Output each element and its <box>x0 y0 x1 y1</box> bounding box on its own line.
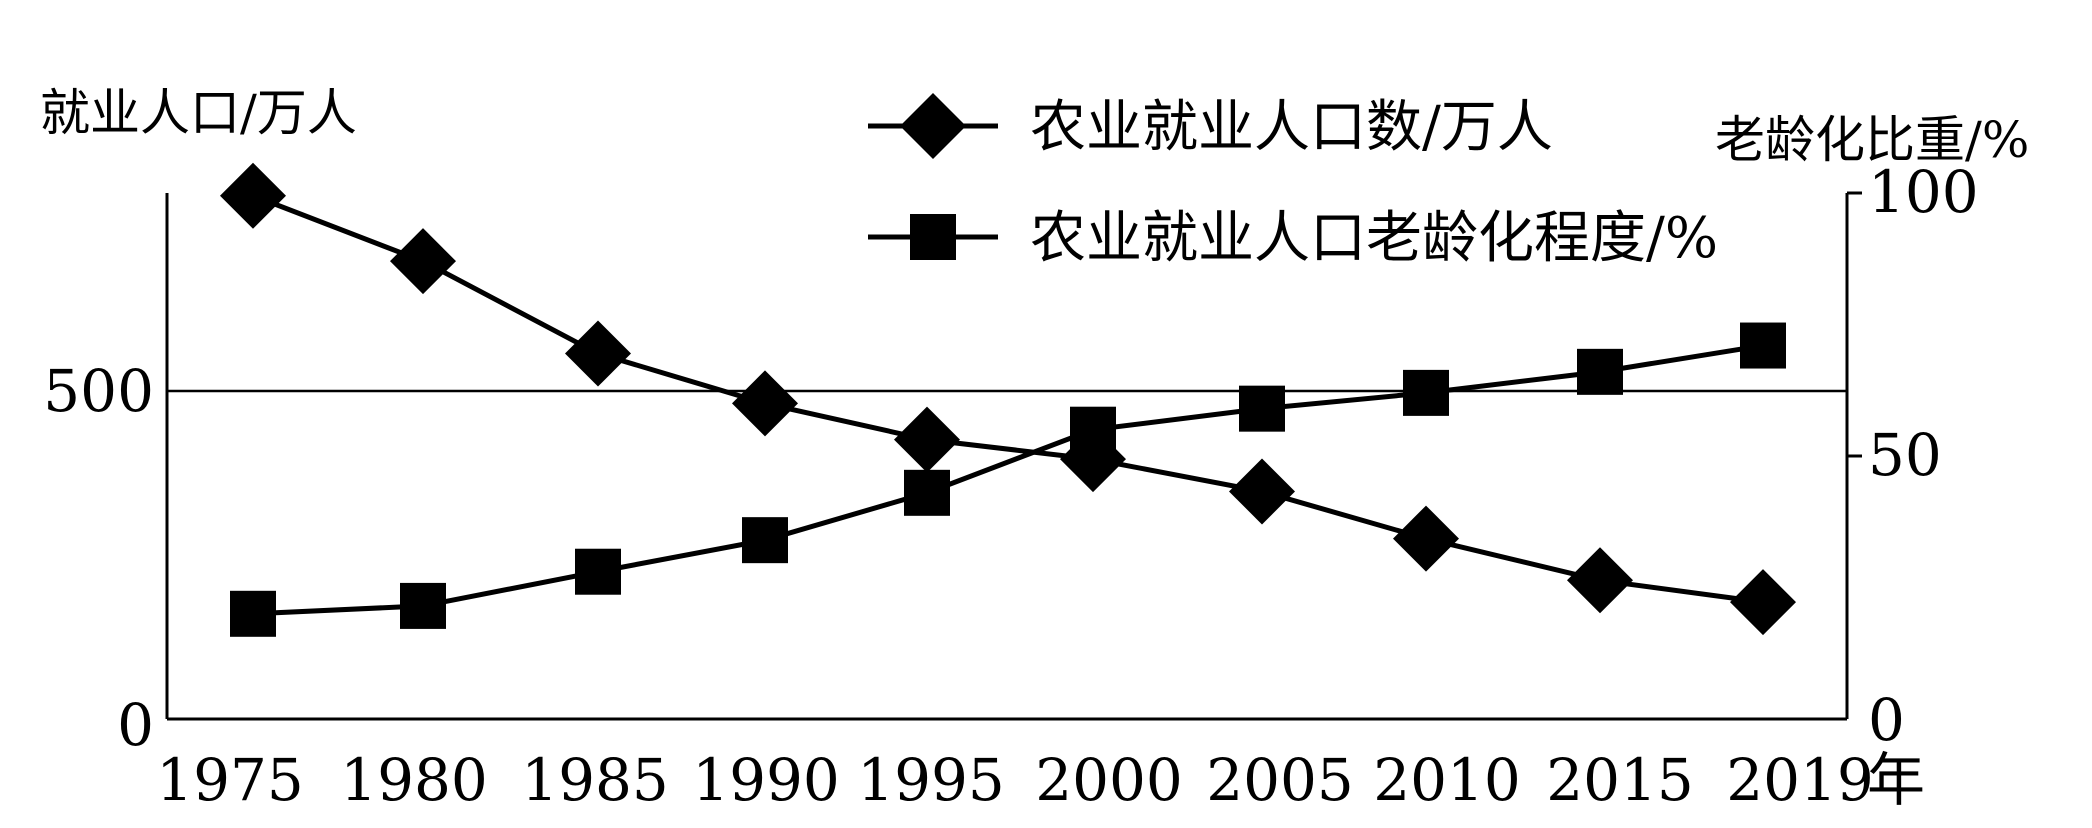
legend-square-marker <box>910 214 956 260</box>
legend-label-aging-degree: 农业就业人口老龄化程度/% <box>1030 206 1718 271</box>
square-marker <box>1403 369 1449 416</box>
diamond-marker <box>1567 547 1633 614</box>
diamond-marker <box>390 228 456 295</box>
x-tick-label: 1995 <box>857 746 1005 814</box>
x-tick-labels: 1975 1980 1985 1990 1995 2000 2005 2010 2015 2019 <box>156 746 1874 814</box>
square-marker <box>575 548 621 595</box>
square-marker <box>400 582 446 629</box>
legend: 农业就业人口数/万人 农业就业人口老龄化程度/% <box>868 93 1718 271</box>
square-marker <box>742 517 788 564</box>
diamond-marker <box>220 162 286 229</box>
right-tick-label-0: 0 <box>1868 686 1905 754</box>
right-tick-label-50: 50 <box>1868 421 1942 489</box>
x-tick-label: 2000 <box>1035 746 1183 814</box>
series-1 <box>220 162 1796 636</box>
left-axis-title: 就业人口/万人 <box>40 84 357 142</box>
diamond-marker <box>894 406 960 473</box>
x-tick-label: 2019 <box>1726 746 1874 814</box>
diamond-marker <box>1393 505 1459 572</box>
square-marker <box>230 590 276 637</box>
diamond-marker <box>565 320 631 387</box>
diamond-marker <box>1730 569 1796 636</box>
square-marker <box>1070 406 1116 453</box>
legend-label-farm-population: 农业就业人口数/万人 <box>1030 95 1553 160</box>
square-marker <box>1577 348 1623 395</box>
series-2 <box>230 322 1786 637</box>
x-tick-label: 2010 <box>1373 746 1521 814</box>
series-line <box>252 193 1764 605</box>
right-axis-title: 老龄化比重/% <box>1715 111 2029 169</box>
x-tick-label: 1985 <box>521 746 669 814</box>
left-tick-label-0: 0 <box>117 691 154 759</box>
series-line <box>252 343 1764 617</box>
x-tick-label: 1980 <box>340 746 488 814</box>
diamond-marker <box>732 370 798 437</box>
legend-diamond-marker <box>900 93 966 159</box>
series-layer <box>220 162 1796 637</box>
diamond-marker <box>1229 458 1295 525</box>
x-tick-label: 1990 <box>692 746 840 814</box>
right-tick-label-100: 100 <box>1868 158 1979 226</box>
left-tick-label-500: 500 <box>43 357 154 425</box>
square-marker <box>1239 385 1285 432</box>
square-marker <box>904 469 950 516</box>
axes: 就业人口/万人 老龄化比重/% 500 0 100 50 0 年 <box>40 84 2029 814</box>
x-tick-label: 1975 <box>156 746 304 814</box>
x-unit-label: 年 <box>1867 746 1925 814</box>
x-tick-label: 2015 <box>1546 746 1694 814</box>
square-marker <box>1740 322 1786 369</box>
x-tick-label: 2005 <box>1206 746 1354 814</box>
